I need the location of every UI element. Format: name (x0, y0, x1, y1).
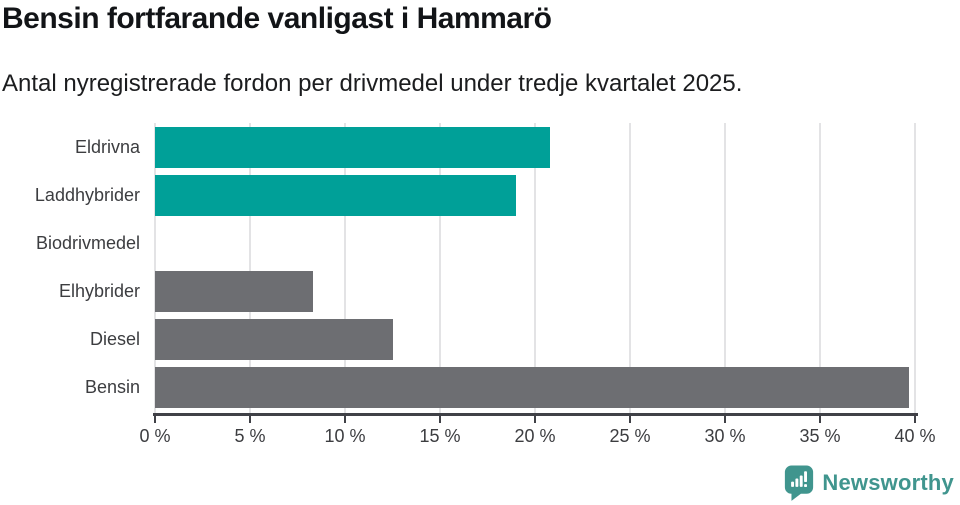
gridline (914, 123, 916, 413)
gridline (724, 123, 726, 413)
gridline (629, 123, 631, 413)
x-axis-tick (344, 416, 346, 423)
bars-layer (155, 123, 915, 411)
category-label: Bensin (84, 376, 140, 397)
category-label: Biodrivmedel (35, 232, 140, 253)
plot-area: Eldrivna Laddhybrider Biodrivmedel Elhybrid… (35, 123, 936, 446)
x-axis-tick (534, 416, 536, 423)
x-tick-label: 5 % (234, 426, 266, 446)
bar-bensin (155, 366, 910, 408)
gridline (249, 123, 251, 413)
x-axis-tick (819, 416, 821, 423)
x-tick-label: 30 % (704, 426, 746, 446)
bar-eldrivna (155, 126, 551, 168)
x-axis-tick (249, 416, 251, 423)
x-tick-label: 15 % (419, 426, 461, 446)
newsworthy-logo: Newsworthy (783, 464, 954, 501)
x-tick-label: 35 % (799, 426, 841, 446)
gridline (819, 123, 821, 413)
x-tick-label: 0 % (139, 426, 171, 446)
x-axis-tick (914, 416, 916, 423)
chart-title: Bensin fortfarande vanligast i Hammarö (2, 2, 552, 35)
gridline (344, 123, 346, 413)
bar-row (155, 315, 915, 363)
gridline (154, 123, 156, 413)
x-tick-label: 40 % (894, 426, 936, 446)
bar-row (155, 123, 915, 171)
x-axis-tick (439, 416, 441, 423)
x-axis-tick (154, 416, 156, 423)
newsworthy-brand-text: Newsworthy (822, 469, 954, 495)
category-label: Elhybrider (58, 280, 140, 301)
gridline (534, 123, 536, 413)
x-tick-label: 10 % (324, 426, 366, 446)
bar-diesel (155, 318, 393, 360)
x-axis-tick (629, 416, 631, 423)
newsworthy-speech-bubble-bar-chart-icon (785, 465, 814, 501)
bar-row (155, 171, 915, 219)
category-label: Laddhybrider (34, 184, 140, 205)
gridline (439, 123, 441, 413)
bar-row (155, 363, 915, 411)
category-label: Eldrivna (74, 136, 140, 157)
x-tick-label: 25 % (609, 426, 651, 446)
bar-row (155, 219, 915, 267)
bar-elhybrider (155, 270, 313, 312)
chart-subtitle: Antal nyregistrerade fordon per drivmede… (2, 70, 743, 97)
x-axis-tick (724, 416, 726, 423)
category-label: Diesel (89, 328, 140, 349)
x-tick-label: 20 % (514, 426, 556, 446)
bar-laddhybrider (155, 174, 516, 216)
x-axis-line (153, 413, 918, 416)
bar-row (155, 267, 915, 315)
